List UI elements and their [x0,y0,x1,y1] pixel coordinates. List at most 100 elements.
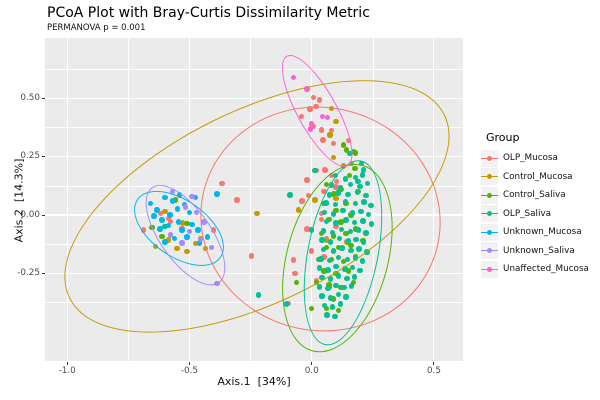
data-point-OLP_Saliva [347,229,354,235]
x-major-gridline [433,38,435,362]
legend-key [481,205,498,223]
data-point-Unknown_Saliva [194,209,200,215]
data-point-Control_Mucosa [162,209,168,215]
data-point-OLP_Saliva [339,245,345,251]
data-point-OLP_Mucosa [318,210,325,217]
data-point-OLP_Saliva [319,237,325,243]
data-point-OLP_Saliva [333,282,339,289]
data-point-OLP_Saliva [320,246,327,253]
data-point-OLP_Saliva [328,239,334,245]
data-point-OLP_Saliva [365,211,372,218]
data-point-OLP_Saliva [360,167,366,173]
y-tick-label: 0.25 [20,151,40,162]
data-point-OLP_Saliva [358,160,365,166]
legend-item-Unaffected_Mucosa: Unaffected_Mucosa [481,260,589,279]
data-point-Control_Saliva [352,165,358,172]
y-tick-mark [42,272,45,274]
data-point-Unknown_Mucosa [184,234,190,240]
data-point-OLP_Saliva [316,265,323,271]
y-minor-gridline [45,68,463,70]
data-point-Unknown_Mucosa [186,209,193,215]
y-major-gridline [45,97,463,99]
data-point-Control_Saliva [345,268,352,274]
data-point-OLP_Saliva [347,150,353,157]
data-point-OLP_Saliva [368,221,375,227]
data-point-Control_Mucosa [333,195,339,202]
data-point-OLP_Mucosa [310,123,317,130]
data-point-Unknown_Mucosa [189,221,195,228]
data-point-Unknown_Saliva [201,219,207,225]
data-point-OLP_Mucosa [313,104,319,110]
y-tick-mark [42,97,45,99]
data-point-Control_Mucosa [348,160,355,166]
data-point-OLP_Saliva [357,267,363,274]
legend-item-Unknown_Mucosa: Unknown_Mucosa [481,223,589,242]
data-point-OLP_Saliva [330,304,336,310]
data-point-OLP_Saliva [327,257,333,264]
y-major-gridline [45,272,463,274]
data-point-Control_Saliva [335,307,342,314]
data-point-OLP_Saliva [318,256,324,262]
data-point-Control_Mucosa [340,163,347,169]
plot-title: PCoA Plot with Bray-Curtis Dissimilarity… [47,5,370,21]
data-point-OLP_Saliva [326,192,332,198]
legend-title: Group [486,131,520,144]
data-point-OLP_Saliva [352,219,358,226]
y-minor-gridline [45,243,463,245]
data-point-Unknown_Mucosa [176,192,183,198]
data-point-Unknown_Saliva [197,236,204,243]
data-point-OLP_Saliva [363,192,369,199]
y-minor-gridline [45,360,463,362]
y-tick-label: -0.25 [17,267,40,278]
data-point-OLP_Saliva [357,183,363,190]
data-point-Control_Saliva [338,219,344,225]
data-point-OLP_Saliva [342,198,349,205]
data-point-Control_Saliva [313,279,320,286]
data-point-OLP_Mucosa [345,137,352,144]
data-point-Control_Saliva [323,181,330,188]
data-point-OLP_Saliva [162,223,168,230]
data-point-OLP_Mucosa [292,270,298,277]
y-tick-label: 0.00 [20,209,40,220]
data-point-Control_Mucosa [333,118,339,125]
data-point-Control_Saliva [331,191,337,197]
data-point-Control_Saliva [326,282,332,288]
data-point-Control_Mucosa [184,248,190,255]
data-point-Unaffected_Mucosa [290,74,297,81]
legend-key [481,242,498,260]
data-point-Unaffected_Mucosa [324,114,331,121]
x-tick-label: 0.0 [304,366,319,376]
data-point-Unknown_Mucosa [196,240,202,246]
data-point-OLP_Saliva [360,218,366,224]
data-point-OLP_Saliva [321,209,328,215]
data-point-Control_Mucosa [179,220,186,226]
legend-key-dot-icon [486,155,493,161]
data-point-OLP_Saliva [316,284,323,290]
data-point-OLP_Saliva [352,201,358,207]
y-tick-label: 0.50 [20,92,40,103]
data-point-Unknown_Saliva [186,228,193,235]
data-point-OLP_Saliva [343,294,349,300]
data-point-Control_Saliva [340,258,347,265]
legend-item-Unknown_Saliva: Unknown_Saliva [481,242,589,261]
legend-key [481,168,498,186]
x-tick-mark [311,362,313,365]
data-point-OLP_Mucosa [328,172,334,179]
data-point-OLP_Mucosa [307,106,313,112]
data-point-Unknown_Mucosa [151,213,157,219]
data-point-OLP_Saliva [312,167,318,174]
x-major-gridline [188,38,190,362]
data-point-OLP_Saliva [340,208,346,214]
data-point-Control_Saliva [353,226,359,232]
data-point-OLP_Mucosa [167,219,174,225]
data-point-OLP_Mucosa [321,254,327,260]
confidence-ellipse-Control_Mucosa [45,38,463,362]
legend-item-label: Control_Mucosa [503,171,573,182]
data-point-OLP_Mucosa [219,180,225,186]
legend-key-dot-icon [486,192,493,198]
data-point-OLP_Saliva [325,285,331,292]
data-point-Unknown_Mucosa [162,239,168,245]
data-point-OLP_Saliva [333,264,339,270]
data-point-OLP_Saliva [335,292,342,298]
data-point-OLP_Saliva [319,293,325,299]
